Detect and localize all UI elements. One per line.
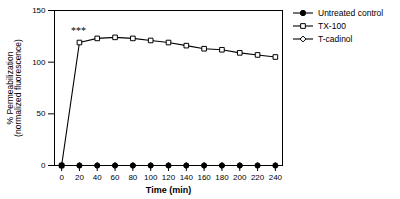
- svg-text:0: 0: [41, 161, 46, 170]
- html-text:Untreated control: Untreated control: [318, 8, 384, 18]
- html-text:TX-100: TX-100: [318, 21, 346, 31]
- svg-text:% Permeabilization(normalized: % Permeabilization(normalized fluorescen…: [5, 39, 24, 137]
- svg-text:0: 0: [59, 173, 64, 182]
- svg-text:120: 120: [162, 173, 176, 182]
- svg-text:160: 160: [197, 173, 211, 182]
- svg-text:Time (min): Time (min): [146, 185, 191, 195]
- svg-text:100: 100: [144, 173, 158, 182]
- svg-text:140: 140: [180, 173, 194, 182]
- svg-text:80: 80: [128, 173, 137, 182]
- svg-text:150: 150: [32, 6, 46, 15]
- html-text:T-cadinol: T-cadinol: [318, 34, 353, 44]
- svg-text:200: 200: [233, 173, 247, 182]
- svg-text:***: ***: [71, 25, 86, 36]
- svg-text:20: 20: [75, 173, 84, 182]
- svg-text:240: 240: [269, 173, 283, 182]
- svg-text:180: 180: [215, 173, 229, 182]
- svg-text:220: 220: [251, 173, 265, 182]
- svg-text:60: 60: [111, 173, 120, 182]
- svg-text:50: 50: [37, 109, 46, 118]
- svg-text:40: 40: [93, 173, 102, 182]
- svg-text:100: 100: [32, 58, 46, 67]
